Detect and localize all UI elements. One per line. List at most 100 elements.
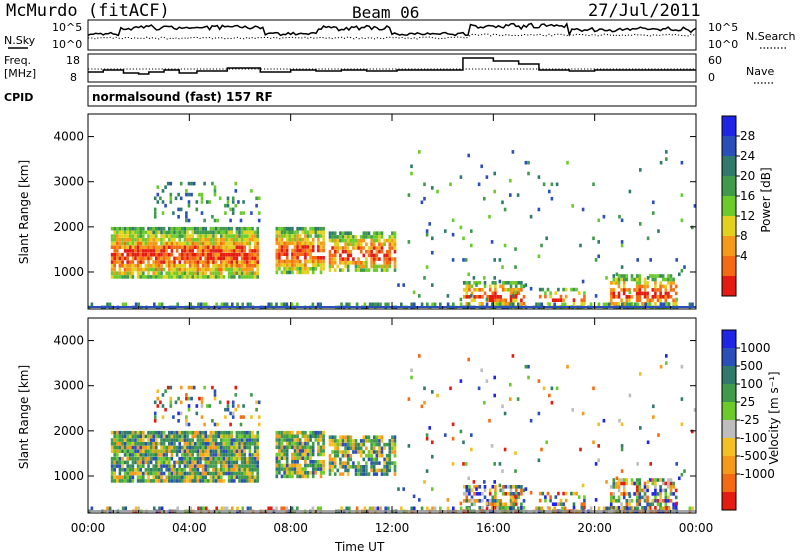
power-cell: [333, 246, 337, 250]
velocity-cell: [147, 442, 150, 446]
power-cell: [123, 245, 127, 249]
velocity-cell: [362, 465, 366, 469]
velocity-cell: [131, 456, 135, 461]
power-cell: [257, 196, 261, 201]
power-cell: [248, 241, 252, 246]
power-cell: [473, 288, 476, 292]
velocity-cell: [217, 456, 220, 461]
velocity-cell: [317, 434, 320, 439]
power-cell: [246, 275, 249, 279]
power-cell: [306, 234, 310, 238]
velocity-cell: [333, 457, 337, 462]
power-cell: [248, 252, 252, 257]
velocity-cell: [178, 449, 181, 453]
power-cell: [357, 264, 360, 269]
velocity-cell: [139, 475, 142, 479]
velocity-cell: [304, 463, 307, 468]
power-cell: [139, 264, 142, 268]
velocity-cell: [550, 400, 554, 405]
velocity-cell: [207, 456, 210, 461]
velocity-cell: [309, 452, 312, 457]
velocity-cell: [235, 460, 239, 465]
velocity-cell: [235, 471, 239, 476]
velocity-cell: [173, 475, 176, 479]
power-cell: [126, 275, 129, 279]
velocity-cell: [285, 456, 289, 460]
power-cell: [385, 238, 389, 243]
velocity-cell: [250, 393, 253, 397]
power-cell: [488, 298, 492, 303]
velocity-cell: [372, 468, 376, 473]
power-cell: [225, 245, 228, 249]
power-cell: [225, 302, 229, 307]
velocity-cell: [129, 468, 132, 472]
velocity-cell: [664, 492, 668, 496]
power-cell: [309, 256, 312, 260]
velocity-cell: [309, 471, 312, 475]
velocity-cell: [483, 400, 486, 405]
power-cell: [540, 302, 543, 307]
velocity-cell: [136, 449, 140, 453]
velocity-cell: [209, 449, 213, 453]
velocity-cell: [643, 492, 647, 496]
power-cell: [346, 238, 350, 243]
power-cell: [319, 259, 323, 264]
power-cell: [354, 261, 358, 265]
power-cell: [160, 241, 163, 246]
velocity-cell: [131, 430, 135, 435]
velocity-cell: [314, 467, 318, 471]
velocity-cell: [188, 468, 192, 472]
velocity-cell: [317, 452, 320, 457]
power-cell: [253, 260, 257, 264]
velocity-cell: [280, 438, 284, 442]
power-cell: [280, 248, 284, 253]
velocity-cell: [199, 460, 202, 465]
velocity-cell: [233, 468, 236, 472]
velocity-cell: [341, 461, 345, 465]
velocity-cell: [212, 442, 215, 446]
power-cell: [144, 275, 148, 279]
power-cell: [196, 275, 200, 279]
velocity-cell: [246, 434, 249, 439]
power-cell: [201, 226, 205, 231]
velocity-cell: [509, 485, 513, 489]
velocity-cell: [142, 438, 145, 442]
power-cell: [229, 218, 232, 223]
power-cell: [183, 260, 187, 264]
velocity-cell: [207, 468, 210, 472]
velocity-cell: [512, 495, 515, 500]
velocity-cell: [186, 434, 189, 439]
velocity-cell: [319, 434, 323, 439]
power-cell: [192, 181, 196, 186]
power-cell: [275, 237, 279, 242]
velocity-cell: [546, 491, 550, 496]
power-cell: [243, 230, 246, 235]
power-cell: [524, 283, 528, 287]
velocity-cell: [126, 453, 129, 457]
velocity-cell: [191, 468, 194, 472]
velocity-cell: [675, 462, 678, 466]
velocity-cell: [341, 439, 345, 443]
power-cell: [359, 261, 363, 265]
velocity-cell: [207, 453, 210, 457]
velocity-cell: [380, 468, 384, 473]
velocity-cell: [478, 485, 482, 489]
velocity-cell: [116, 460, 119, 465]
power-cell: [322, 267, 325, 271]
velocity-cell: [253, 442, 257, 446]
power-cell: [225, 238, 228, 242]
power-cell: [367, 235, 371, 239]
power-cell: [238, 238, 241, 242]
velocity-cell: [465, 499, 469, 503]
power-cell: [285, 252, 289, 256]
power-cell: [544, 294, 547, 299]
power-cell: [370, 238, 373, 243]
velocity-cell: [465, 492, 469, 496]
velocity-cell: [499, 499, 502, 503]
power-cell: [162, 275, 166, 279]
velocity-cell: [615, 476, 619, 481]
power-cell: [625, 274, 629, 278]
velocity-cell: [183, 479, 187, 483]
velocity-cell: [564, 498, 568, 503]
noise-left-tick-bottom: 10^0: [52, 38, 82, 51]
